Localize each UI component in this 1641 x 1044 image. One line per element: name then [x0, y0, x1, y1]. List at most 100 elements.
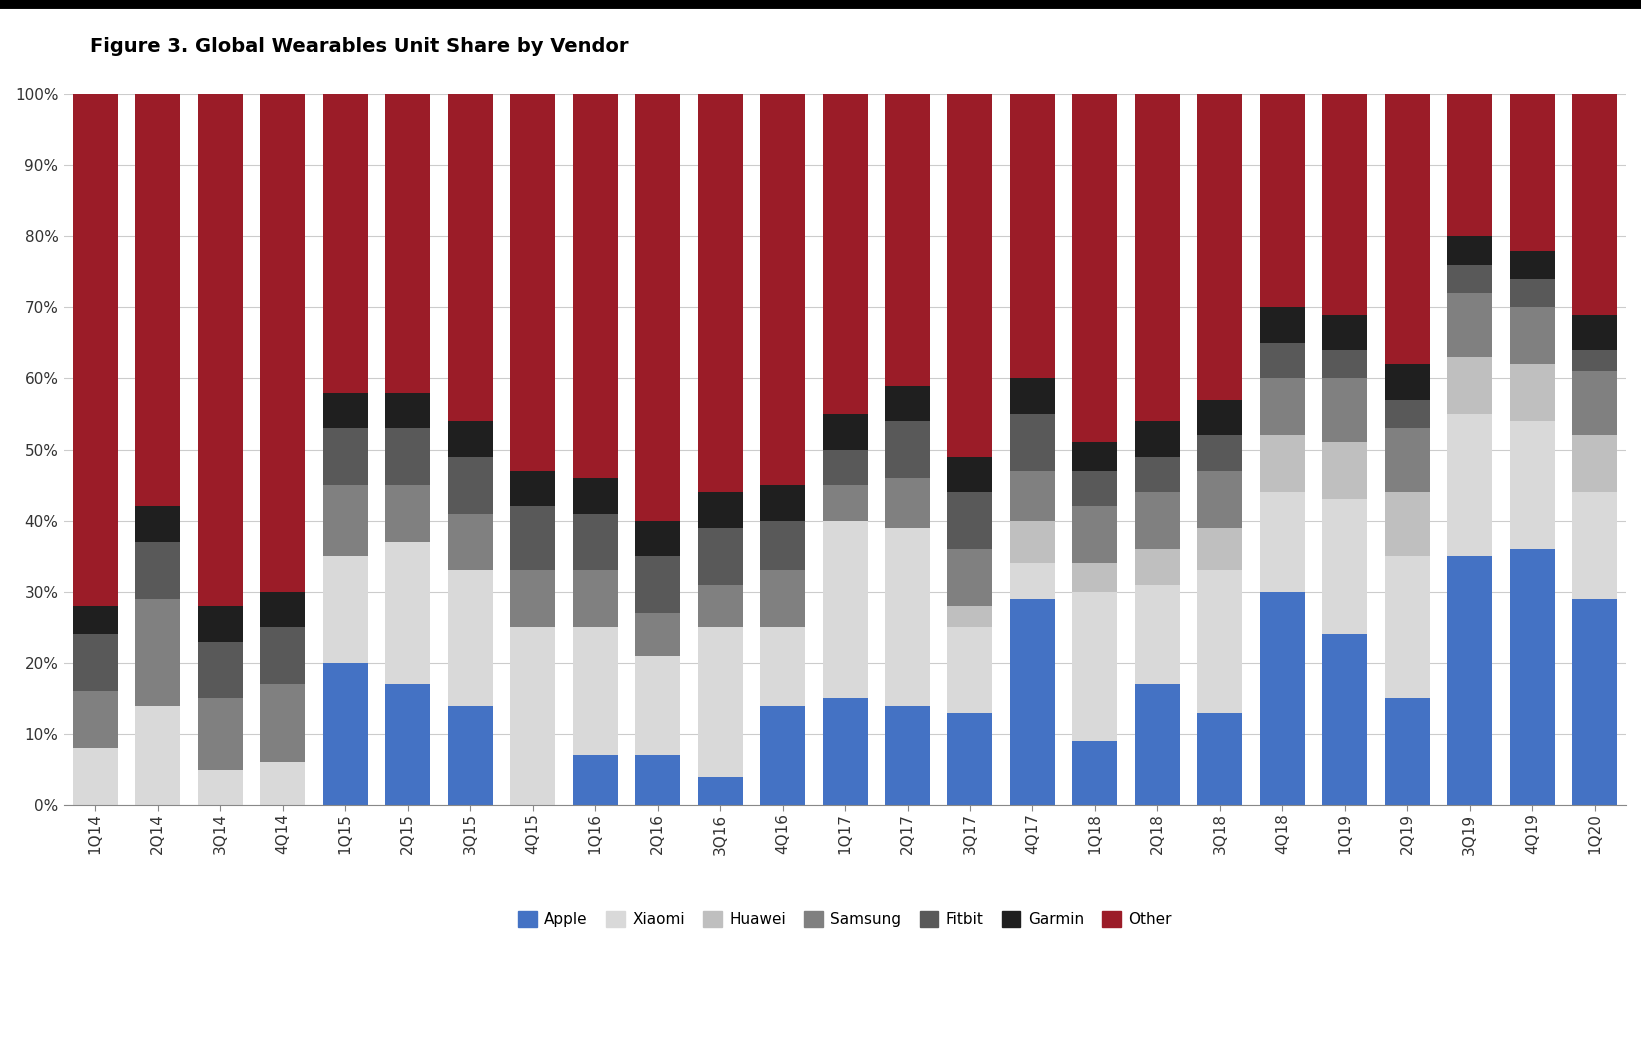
- Bar: [822, 94, 868, 414]
- Bar: [947, 606, 993, 627]
- Bar: [1385, 493, 1429, 556]
- Bar: [947, 456, 993, 493]
- Bar: [1009, 414, 1055, 471]
- Bar: [760, 485, 806, 521]
- Bar: [1073, 506, 1118, 564]
- Bar: [261, 762, 305, 805]
- Bar: [1136, 456, 1180, 493]
- Bar: [199, 642, 243, 698]
- Bar: [947, 549, 993, 606]
- Bar: [573, 570, 617, 627]
- Bar: [1198, 713, 1242, 805]
- Bar: [573, 478, 617, 514]
- Bar: [1447, 265, 1492, 293]
- Bar: [323, 94, 368, 393]
- Bar: [386, 393, 430, 428]
- Bar: [1572, 314, 1618, 350]
- Bar: [1136, 549, 1180, 585]
- Bar: [1510, 364, 1554, 421]
- Bar: [448, 94, 492, 421]
- Bar: [323, 663, 368, 805]
- Bar: [1260, 435, 1305, 493]
- Bar: [884, 421, 930, 478]
- Bar: [199, 94, 243, 606]
- Bar: [760, 521, 806, 570]
- Bar: [884, 94, 930, 385]
- Bar: [822, 698, 868, 805]
- Bar: [697, 94, 743, 493]
- Bar: [1385, 400, 1429, 428]
- Bar: [1136, 585, 1180, 684]
- Bar: [72, 635, 118, 691]
- Bar: [1073, 94, 1118, 443]
- Bar: [1073, 443, 1118, 471]
- Bar: [135, 542, 181, 599]
- Bar: [135, 599, 181, 706]
- Bar: [822, 485, 868, 521]
- Bar: [1073, 741, 1118, 805]
- Bar: [1009, 599, 1055, 805]
- Bar: [1572, 435, 1618, 493]
- Bar: [323, 485, 368, 556]
- Bar: [386, 542, 430, 684]
- Bar: [1198, 435, 1242, 471]
- Bar: [822, 521, 868, 698]
- Bar: [1510, 307, 1554, 364]
- Bar: [323, 393, 368, 428]
- Bar: [510, 570, 555, 627]
- Bar: [1323, 94, 1367, 314]
- Bar: [199, 606, 243, 642]
- Bar: [760, 570, 806, 627]
- Bar: [1073, 471, 1118, 506]
- Bar: [1572, 94, 1618, 314]
- Bar: [947, 627, 993, 713]
- Bar: [1136, 684, 1180, 805]
- Bar: [635, 556, 679, 613]
- Bar: [573, 94, 617, 478]
- Bar: [1447, 414, 1492, 556]
- Bar: [1447, 236, 1492, 265]
- Bar: [261, 684, 305, 762]
- Bar: [884, 528, 930, 706]
- Bar: [1260, 94, 1305, 307]
- Bar: [72, 691, 118, 749]
- Bar: [1136, 493, 1180, 549]
- Bar: [760, 706, 806, 805]
- Bar: [261, 94, 305, 592]
- Bar: [1572, 350, 1618, 372]
- Bar: [1447, 293, 1492, 357]
- Bar: [1385, 94, 1429, 364]
- Bar: [1385, 364, 1429, 400]
- Bar: [1510, 421, 1554, 549]
- Bar: [1385, 556, 1429, 698]
- Bar: [1009, 94, 1055, 379]
- Bar: [1510, 279, 1554, 307]
- Bar: [1447, 556, 1492, 805]
- Bar: [1385, 428, 1429, 493]
- Bar: [1136, 421, 1180, 456]
- Legend: Apple, Xiaomi, Huawei, Samsung, Fitbit, Garmin, Other: Apple, Xiaomi, Huawei, Samsung, Fitbit, …: [512, 905, 1178, 933]
- Bar: [1323, 314, 1367, 350]
- Bar: [1136, 94, 1180, 421]
- Bar: [1510, 549, 1554, 805]
- Bar: [448, 570, 492, 706]
- Bar: [448, 456, 492, 514]
- Bar: [947, 713, 993, 805]
- Bar: [1198, 570, 1242, 713]
- Bar: [510, 94, 555, 471]
- Bar: [1447, 94, 1492, 236]
- Bar: [1260, 493, 1305, 592]
- Bar: [1198, 94, 1242, 400]
- Bar: [1510, 251, 1554, 279]
- Bar: [697, 493, 743, 528]
- Bar: [1009, 471, 1055, 521]
- Bar: [448, 421, 492, 456]
- Bar: [135, 706, 181, 805]
- Bar: [573, 756, 617, 805]
- Bar: [1572, 372, 1618, 435]
- Bar: [510, 627, 555, 805]
- Bar: [448, 706, 492, 805]
- Bar: [72, 94, 118, 606]
- Bar: [510, 506, 555, 570]
- Bar: [635, 656, 679, 756]
